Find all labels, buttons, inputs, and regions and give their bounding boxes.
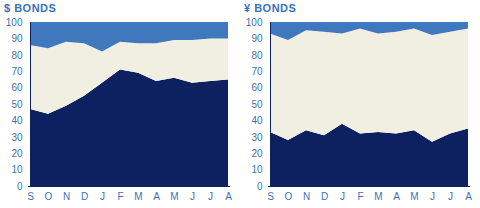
svg-text:D: D <box>81 191 88 202</box>
html-text:¥ BONDS: ¥ BONDS <box>244 2 297 14</box>
svg-text:70: 70 <box>11 66 23 77</box>
svg-text:F: F <box>117 191 123 202</box>
svg-text:J: J <box>100 191 105 202</box>
svg-text:50: 50 <box>251 99 263 110</box>
svg-text:90: 90 <box>11 33 23 44</box>
svg-text:J: J <box>208 191 213 202</box>
svg-text:N: N <box>303 191 310 202</box>
svg-text:M: M <box>134 191 142 202</box>
svg-text:N: N <box>63 191 70 202</box>
svg-text:F: F <box>357 191 363 202</box>
svg-text:10: 10 <box>11 164 23 175</box>
svg-text:O: O <box>45 191 53 202</box>
svg-text:A: A <box>393 191 400 202</box>
svg-text:0: 0 <box>257 181 263 192</box>
svg-text:A: A <box>465 191 472 202</box>
svg-text:M: M <box>410 191 418 202</box>
svg-text:D: D <box>321 191 328 202</box>
svg-text:J: J <box>448 191 453 202</box>
svg-text:20: 20 <box>11 148 23 159</box>
svg-text:90: 90 <box>251 33 263 44</box>
svg-text:70: 70 <box>251 66 263 77</box>
svg-text:A: A <box>153 191 160 202</box>
svg-text:80: 80 <box>11 50 23 61</box>
svg-text:40: 40 <box>251 115 263 126</box>
svg-text:60: 60 <box>11 82 23 93</box>
svg-text:A: A <box>225 191 232 202</box>
svg-text:M: M <box>170 191 178 202</box>
svg-text:J: J <box>190 191 195 202</box>
svg-text:J: J <box>430 191 435 202</box>
svg-text:30: 30 <box>11 132 23 143</box>
svg-text:O: O <box>285 191 293 202</box>
svg-text:50: 50 <box>11 99 23 110</box>
svg-text:M: M <box>374 191 382 202</box>
svg-text:J: J <box>340 191 345 202</box>
svg-text:40: 40 <box>11 115 23 126</box>
svg-text:S: S <box>27 191 34 202</box>
svg-text:10: 10 <box>251 164 263 175</box>
html-text:$ BONDS: $ BONDS <box>4 2 57 14</box>
svg-text:0: 0 <box>17 181 23 192</box>
svg-text:100: 100 <box>6 17 23 28</box>
svg-text:60: 60 <box>251 82 263 93</box>
svg-text:S: S <box>267 191 274 202</box>
svg-text:80: 80 <box>251 50 263 61</box>
svg-text:100: 100 <box>246 17 263 28</box>
svg-text:30: 30 <box>251 132 263 143</box>
svg-text:20: 20 <box>251 148 263 159</box>
